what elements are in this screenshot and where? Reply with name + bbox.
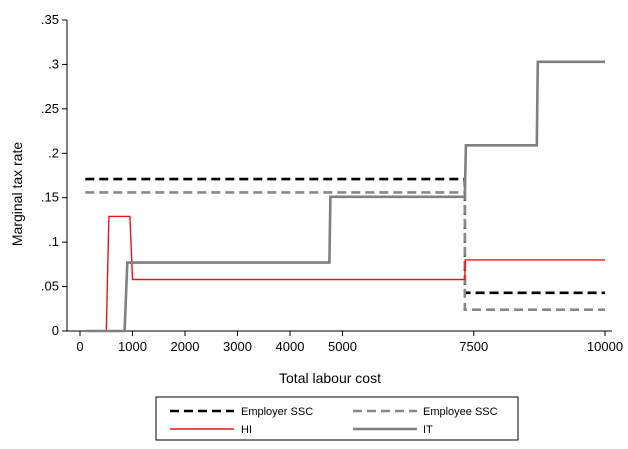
legend-label-hi: HI bbox=[241, 424, 252, 436]
x-tick-label: 1000 bbox=[118, 339, 147, 354]
x-tick-label: 3000 bbox=[223, 339, 252, 354]
series-line-employee-ssc bbox=[85, 191, 605, 312]
plot-area: 0 .05 .1 .15 .2 .25 .3 .35 0 1000 2000 3000 4000 5000… bbox=[41, 12, 623, 354]
y-tick-label: 0 bbox=[52, 323, 59, 338]
series-line-it bbox=[85, 60, 605, 333]
x-tick-label: 5000 bbox=[328, 339, 357, 354]
legend-label-employer-ssc: Employer SSC bbox=[241, 406, 313, 418]
x-tick-label: 0 bbox=[76, 339, 83, 354]
x-tick-label: 7500 bbox=[459, 339, 488, 354]
legend-label-employee-ssc: Employee SSC bbox=[423, 406, 498, 418]
y-tick-label: .05 bbox=[41, 279, 59, 294]
x-axis-title: Total labour cost bbox=[279, 370, 381, 386]
x-tick-label: 2000 bbox=[171, 339, 200, 354]
y-axis-title: Marginal tax rate bbox=[9, 142, 25, 246]
y-tick-label: .35 bbox=[41, 12, 59, 27]
legend-box bbox=[155, 396, 519, 441]
x-tick-label: 4000 bbox=[276, 339, 305, 354]
y-tick-label: .15 bbox=[41, 190, 59, 205]
series-line-hi bbox=[85, 215, 605, 332]
legend-label-it: IT bbox=[423, 424, 433, 436]
y-tick-label: .25 bbox=[41, 101, 59, 116]
y-tick-label: .1 bbox=[48, 234, 59, 249]
y-tick-label: .3 bbox=[48, 56, 59, 71]
y-tick-label: .2 bbox=[48, 145, 59, 160]
x-tick-label: 10000 bbox=[587, 339, 623, 354]
legend: Employer SSC Employee SSC HI IT bbox=[155, 396, 519, 441]
